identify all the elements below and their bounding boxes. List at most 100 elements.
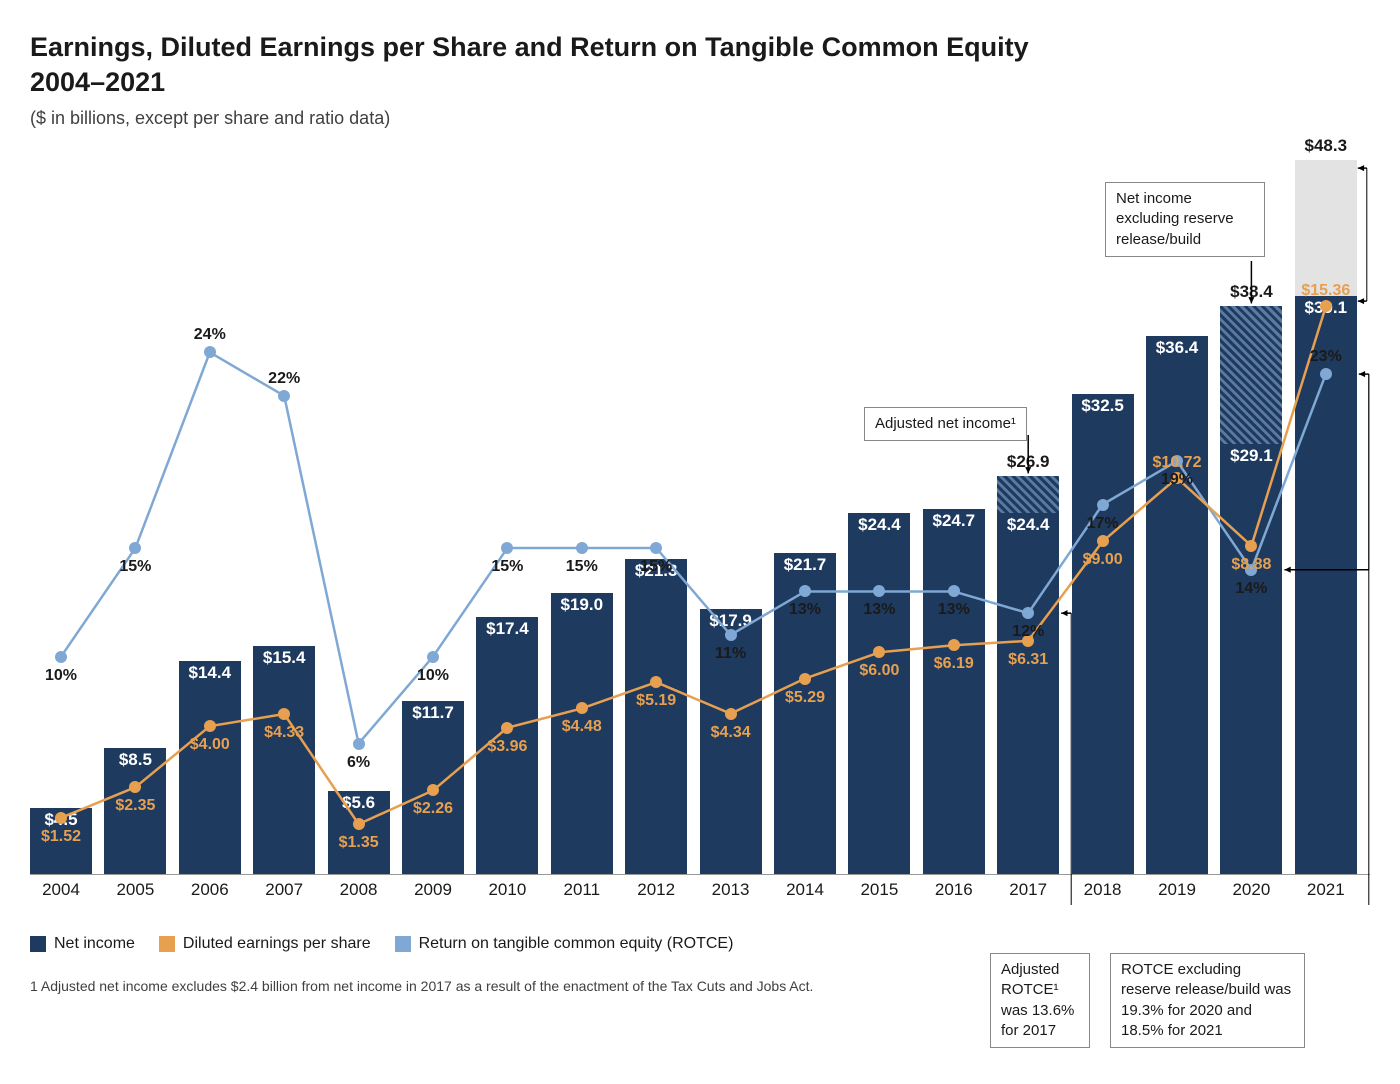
title-line-2: 2004–2021: [30, 67, 165, 97]
eps-marker-2015: [873, 646, 885, 658]
eps-line: [61, 306, 1326, 824]
rotce-marker-2009: [427, 651, 439, 663]
rotce-marker-2014: [799, 585, 811, 597]
eps-marker-2014: [799, 673, 811, 685]
eps-label-2016: $6.19: [934, 655, 974, 673]
bar-2017: $26.9$24.4: [997, 135, 1059, 874]
eps-marker-2010: [501, 722, 513, 734]
eps-marker-2007: [278, 708, 290, 720]
eps-marker-2012: [650, 676, 662, 688]
bar-main-2020: [1220, 444, 1282, 874]
rotce-label-2004: 10%: [45, 667, 77, 685]
rotce-label-2020: 14%: [1235, 580, 1267, 598]
rotce-marker-2016: [948, 585, 960, 597]
x-tick-2006: 2006: [179, 880, 241, 900]
bar-light-label-2021: $48.3: [1295, 136, 1357, 156]
bar-value-label-2016: $24.7: [923, 511, 985, 531]
rotce-label-2021: 23%: [1310, 348, 1342, 366]
eps-label-2009: $2.26: [413, 800, 453, 818]
x-tick-2013: 2013: [700, 880, 762, 900]
eps-label-2008: $1.35: [339, 834, 379, 852]
chart-container: Earnings, Diluted Earnings per Share and…: [0, 0, 1400, 1084]
rotce-marker-2006: [204, 346, 216, 358]
legend-label-eps: Diluted earnings per share: [183, 935, 371, 953]
eps-marker-2006: [204, 720, 216, 732]
rotce-marker-2012: [650, 542, 662, 554]
rotce-label-2005: 15%: [119, 558, 151, 576]
bar-2004: $4.5: [30, 135, 92, 874]
x-tick-2007: 2007: [253, 880, 315, 900]
eps-label-2015: $6.00: [859, 662, 899, 680]
bar-value-label-2014: $21.7: [774, 555, 836, 575]
bar-main-2018: [1072, 394, 1134, 874]
eps-marker-2005: [129, 781, 141, 793]
eps-label-2017: $6.31: [1008, 651, 1048, 669]
bar-main-2017: [997, 513, 1059, 874]
x-tick-2018: 2018: [1072, 880, 1134, 900]
bar-main-2019: [1146, 336, 1208, 874]
eps-label-2020: $8.88: [1231, 556, 1271, 574]
eps-label-2010: $3.96: [487, 738, 527, 756]
bar-value-label-2006: $14.4: [179, 663, 241, 683]
x-tick-2021: 2021: [1295, 880, 1357, 900]
bar-main-2021: [1295, 296, 1357, 874]
legend-swatch-eps: [159, 936, 175, 952]
eps-label-2007: $4.33: [264, 724, 304, 742]
annotation-net-income-excl: Net income excluding reserve release/bui…: [1105, 182, 1265, 257]
rotce-marker-2008: [353, 738, 365, 750]
bar-value-label-2007: $15.4: [253, 648, 315, 668]
x-tick-2017: 2017: [997, 880, 1059, 900]
bar-main-2015: [848, 513, 910, 874]
legend-rotce: Return on tangible common equity (ROTCE): [395, 935, 734, 953]
legend-swatch-rotce: [395, 936, 411, 952]
x-tick-2008: 2008: [328, 880, 390, 900]
bar-2014: $21.7: [774, 135, 836, 874]
x-tick-2005: 2005: [104, 880, 166, 900]
bar-2005: $8.5: [104, 135, 166, 874]
eps-marker-2021: [1320, 300, 1332, 312]
bar-main-2016: [923, 509, 985, 874]
bar-value-label-2008: $5.6: [328, 793, 390, 813]
bar-main-2012: [625, 559, 687, 874]
footnote: 1 Adjusted net income excludes $2.4 bill…: [30, 978, 813, 994]
eps-marker-2018: [1097, 535, 1109, 547]
bar-hatch-label-2020: $38.4: [1220, 282, 1282, 302]
bar-hatch-2017: [997, 476, 1059, 513]
x-tick-2010: 2010: [476, 880, 538, 900]
x-tick-2020: 2020: [1220, 880, 1282, 900]
annotation-adj-rotce: Adjusted ROTCE¹ was 13.6% for 2017: [990, 953, 1090, 1048]
bar-2010: $17.4: [476, 135, 538, 874]
legend-label-net-income: Net income: [54, 935, 135, 953]
x-tick-2019: 2019: [1146, 880, 1208, 900]
x-tick-2004: 2004: [30, 880, 92, 900]
bar-value-label-2018: $32.5: [1072, 396, 1134, 416]
x-tick-2014: 2014: [774, 880, 836, 900]
rotce-label-2009: 10%: [417, 667, 449, 685]
legend-eps: Diluted earnings per share: [159, 935, 371, 953]
bar-main-2006: [179, 661, 241, 874]
eps-label-2013: $4.34: [711, 724, 751, 742]
bar-2012: $21.3: [625, 135, 687, 874]
bar-2007: $15.4: [253, 135, 315, 874]
annotation-rotce-excl: ROTCE excluding reserve release/build wa…: [1110, 953, 1305, 1048]
x-tick-2011: 2011: [551, 880, 613, 900]
rotce-line: [61, 352, 1326, 743]
rotce-marker-2010: [501, 542, 513, 554]
eps-marker-2013: [725, 708, 737, 720]
bar-2006: $14.4: [179, 135, 241, 874]
bar-value-label-2010: $17.4: [476, 619, 538, 639]
eps-marker-2011: [576, 702, 588, 714]
bar-hatch-label-2017: $26.9: [997, 452, 1059, 472]
eps-label-2019: $10.72: [1153, 454, 1202, 472]
rotce-marker-2015: [873, 585, 885, 597]
bar-2016: $24.7: [923, 135, 985, 874]
annotation-adj-net-income: Adjusted net income¹: [864, 407, 1027, 441]
eps-marker-2020: [1245, 540, 1257, 552]
rotce-marker-2005: [129, 542, 141, 554]
rotce-label-2014: 13%: [789, 601, 821, 619]
rotce-marker-2013: [725, 629, 737, 641]
bar-value-label-2005: $8.5: [104, 750, 166, 770]
eps-label-2006: $4.00: [190, 736, 230, 754]
bar-value-label-2011: $19.0: [551, 595, 613, 615]
rotce-marker-2018: [1097, 499, 1109, 511]
